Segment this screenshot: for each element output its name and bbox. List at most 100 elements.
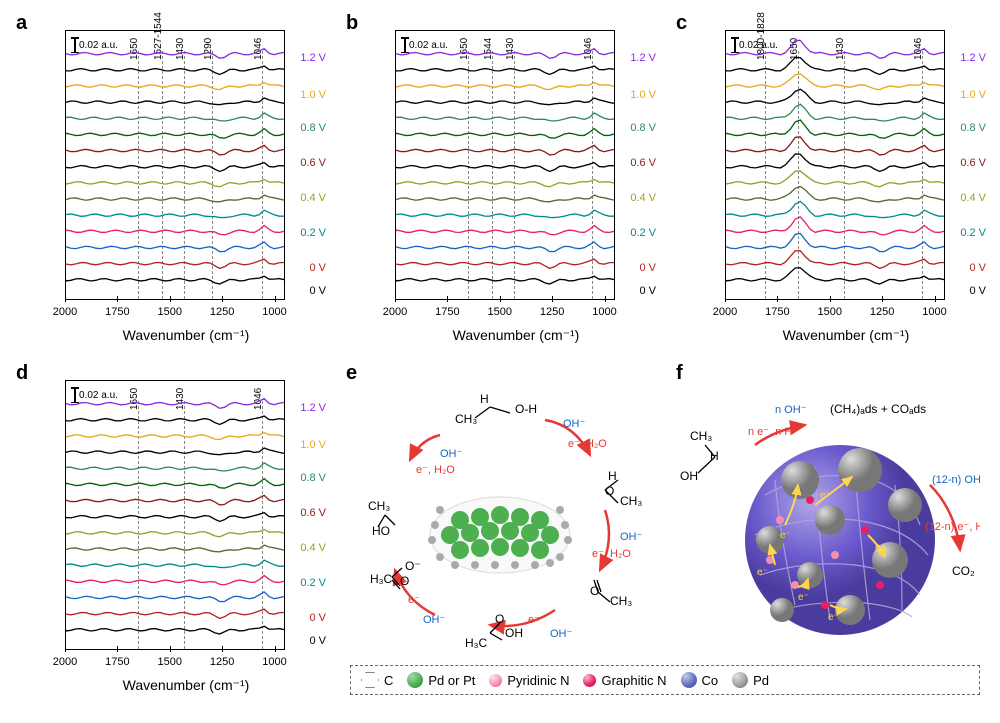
plot-c: 0.02 a.u. 1800-1828165014301046 [725, 30, 945, 300]
voltage-label: 1.0 V [960, 89, 986, 101]
voltage-label: 0 V [309, 612, 326, 624]
voltage-label: 0.6 V [630, 157, 656, 169]
voltage-label: 0.4 V [300, 542, 326, 554]
voltage-label: 0 V [969, 262, 986, 274]
diagram-e: H O-H CH₃ OH⁻ e⁻, H₂O OH⁻ e⁻, H₂O CH₃ HO… [350, 380, 650, 660]
svg-text:OH: OH [505, 626, 523, 640]
svg-text:O⁻: O⁻ [405, 559, 421, 573]
panel-label-f: f [676, 362, 683, 385]
legend-co: Co [681, 672, 719, 688]
x-tick: 2000 [713, 306, 737, 318]
svg-text:n e⁻, n H: n e⁻, n H [748, 426, 792, 438]
svg-text:(12-n) OH⁻: (12-n) OH⁻ [932, 474, 980, 486]
svg-text:H: H [608, 469, 617, 483]
svg-text:e⁻: e⁻ [875, 542, 886, 553]
svg-text:e⁻: e⁻ [780, 530, 791, 541]
voltage-label: 1.0 V [300, 89, 326, 101]
svg-text:CH₃: CH₃ [368, 499, 390, 513]
svg-text:CH₃: CH₃ [455, 412, 477, 426]
svg-text:e⁻: e⁻ [528, 614, 540, 626]
voltage-label: 1.0 V [300, 439, 326, 451]
svg-text:CO₂: CO₂ [952, 564, 975, 578]
voltage-label: 0.2 V [960, 227, 986, 239]
voltage-label: 0.8 V [300, 122, 326, 134]
plot-d: 0.02 a.u. 165014301046 [65, 380, 285, 650]
svg-text:OH⁻: OH⁻ [423, 614, 446, 626]
panel-label-e: e [346, 362, 357, 385]
diagram-f: e⁻ e⁻ e⁻ e⁻ e⁻ e⁻ CH₃ H OH n OH⁻ n e⁻, n… [680, 380, 980, 660]
green-ball-icon [407, 672, 423, 688]
x-tick: 1250 [870, 306, 894, 318]
svg-text:e⁻, H₂O: e⁻, H₂O [568, 438, 607, 450]
x-tick: 1500 [488, 306, 512, 318]
svg-text:e⁻, H₂O: e⁻, H₂O [416, 464, 455, 476]
panel-c: c Absorbance (arb. units) Wavenumber (cm… [670, 10, 990, 350]
x-tick: 1000 [262, 306, 286, 318]
svg-text:n OH⁻: n OH⁻ [775, 404, 807, 416]
x-tick: 1000 [262, 656, 286, 668]
blue-ball-icon [681, 672, 697, 688]
voltage-label: 0 V [639, 285, 656, 297]
voltage-label: 0.4 V [300, 192, 326, 204]
voltage-label: 0.2 V [300, 227, 326, 239]
figure-grid: a Absorbance (arb. units) Wavenumber (cm… [10, 10, 990, 700]
svg-text:e⁻: e⁻ [757, 567, 768, 578]
svg-text:e⁻: e⁻ [828, 612, 839, 623]
voltage-label: 1.2 V [300, 52, 326, 64]
svg-text:e⁻: e⁻ [408, 594, 420, 606]
panel-e: e [340, 360, 660, 700]
voltage-label: 1.2 V [300, 402, 326, 414]
svg-text:HO: HO [372, 524, 390, 538]
magenta-ball-icon [583, 674, 596, 687]
panel-d: d Absorbance (arb. units) Wavenumber (cm… [10, 360, 330, 700]
gray-ball-icon [732, 672, 748, 688]
svg-text:OH⁻: OH⁻ [620, 531, 643, 543]
svg-text:CH₃: CH₃ [610, 594, 632, 608]
voltage-label: 0.4 V [960, 192, 986, 204]
x-tick: 1000 [592, 306, 616, 318]
x-tick: 1750 [105, 656, 129, 668]
legend-graphitic: Graphitic N [583, 673, 666, 688]
svg-text:O: O [400, 574, 409, 588]
svg-text:H₃C: H₃C [370, 572, 393, 586]
panel-label-a: a [16, 12, 27, 35]
x-tick: 2000 [383, 306, 407, 318]
voltage-label: 0 V [309, 285, 326, 297]
svg-text:e⁻, H₂O: e⁻, H₂O [592, 548, 631, 560]
plot-a: 0.02 a.u. 16501527-1544143012901046 [65, 30, 285, 300]
x-tick: 1000 [922, 306, 946, 318]
panel-b: b Absorbance (arb. units) Wavenumber (cm… [340, 10, 660, 350]
svg-text:OH⁻: OH⁻ [440, 448, 463, 460]
svg-text:OH⁻: OH⁻ [550, 628, 573, 640]
x-label-a: Wavenumber (cm⁻¹) [123, 327, 250, 344]
svg-text:CH₃: CH₃ [690, 429, 712, 443]
legend-pd: Pd [732, 672, 769, 688]
x-tick: 1500 [818, 306, 842, 318]
svg-text:(CH₄)ₐds + COₐds: (CH₄)ₐds + COₐds [830, 402, 926, 416]
plot-b: 0.02 a.u. 1650154414301046 [395, 30, 615, 300]
voltage-label: 1.2 V [960, 52, 986, 64]
svg-text:e⁻: e⁻ [798, 592, 809, 603]
svg-text:e⁻: e⁻ [820, 490, 831, 501]
panel-label-d: d [16, 362, 28, 385]
panel-a: a Absorbance (arb. units) Wavenumber (cm… [10, 10, 330, 350]
svg-text:H₃C: H₃C [465, 636, 488, 650]
x-label-d: Wavenumber (cm⁻¹) [123, 677, 250, 694]
x-tick: 1250 [210, 306, 234, 318]
x-label-c: Wavenumber (cm⁻¹) [783, 327, 910, 344]
svg-text:(12-n) e⁻, H₂O: (12-n) e⁻, H₂O [925, 521, 980, 533]
svg-text:H: H [480, 392, 489, 406]
hexagon-icon [361, 672, 379, 688]
voltage-label: 1.2 V [630, 52, 656, 64]
voltage-label: 1.0 V [630, 89, 656, 101]
voltage-label: 0 V [969, 285, 986, 297]
voltage-label: 0.6 V [300, 507, 326, 519]
x-tick: 1750 [765, 306, 789, 318]
voltage-label: 0 V [639, 262, 656, 274]
legend-pd-pt: Pd or Pt [407, 672, 475, 688]
voltage-label: 0.2 V [300, 577, 326, 589]
legend-pyridinic: Pyridinic N [489, 673, 569, 688]
x-tick: 1500 [158, 306, 182, 318]
voltage-label: 0.6 V [960, 157, 986, 169]
voltage-label: 0.8 V [300, 472, 326, 484]
